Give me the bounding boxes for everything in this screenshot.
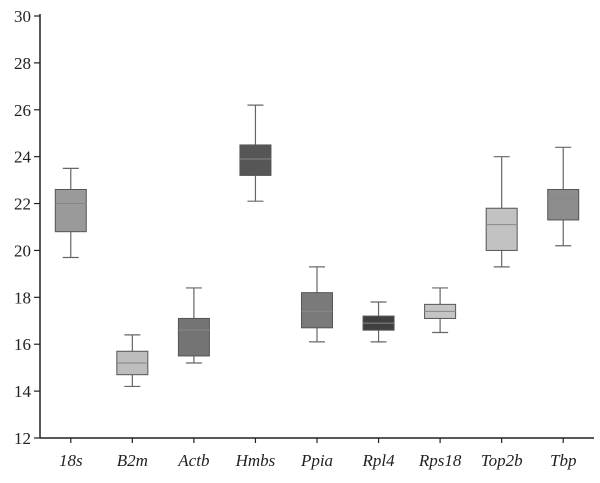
x-category-label: Tbp <box>550 451 576 470</box>
box-Top2b <box>485 207 518 251</box>
x-category-label: Actb <box>177 451 209 470</box>
box-Ppia <box>301 292 333 329</box>
box-Hmbs <box>239 144 272 176</box>
box-18s <box>54 188 87 233</box>
y-tick-label: 12 <box>14 429 31 448</box>
x-category-label: 18s <box>59 451 83 470</box>
x-category-label: Top2b <box>481 451 523 470</box>
y-tick-label: 20 <box>14 241 31 260</box>
y-tick-label: 24 <box>14 148 32 167</box>
box-Actb <box>177 317 210 357</box>
x-category-label: Rps18 <box>418 451 462 470</box>
y-tick-label: 14 <box>14 382 32 401</box>
x-category-label: Ppia <box>300 451 333 470</box>
y-tick-label: 16 <box>14 335 31 354</box>
x-category-label: B2m <box>117 451 148 470</box>
y-tick-label: 26 <box>14 101 31 120</box>
x-category-label: Rpl4 <box>362 451 396 470</box>
box-Tbp <box>547 188 580 221</box>
y-tick-label: 28 <box>14 54 31 73</box>
x-category-label: Hmbs <box>235 451 276 470</box>
y-tick-label: 18 <box>14 288 31 307</box>
y-tick-label: 22 <box>14 195 31 214</box>
y-tick-label: 30 <box>14 7 31 26</box>
